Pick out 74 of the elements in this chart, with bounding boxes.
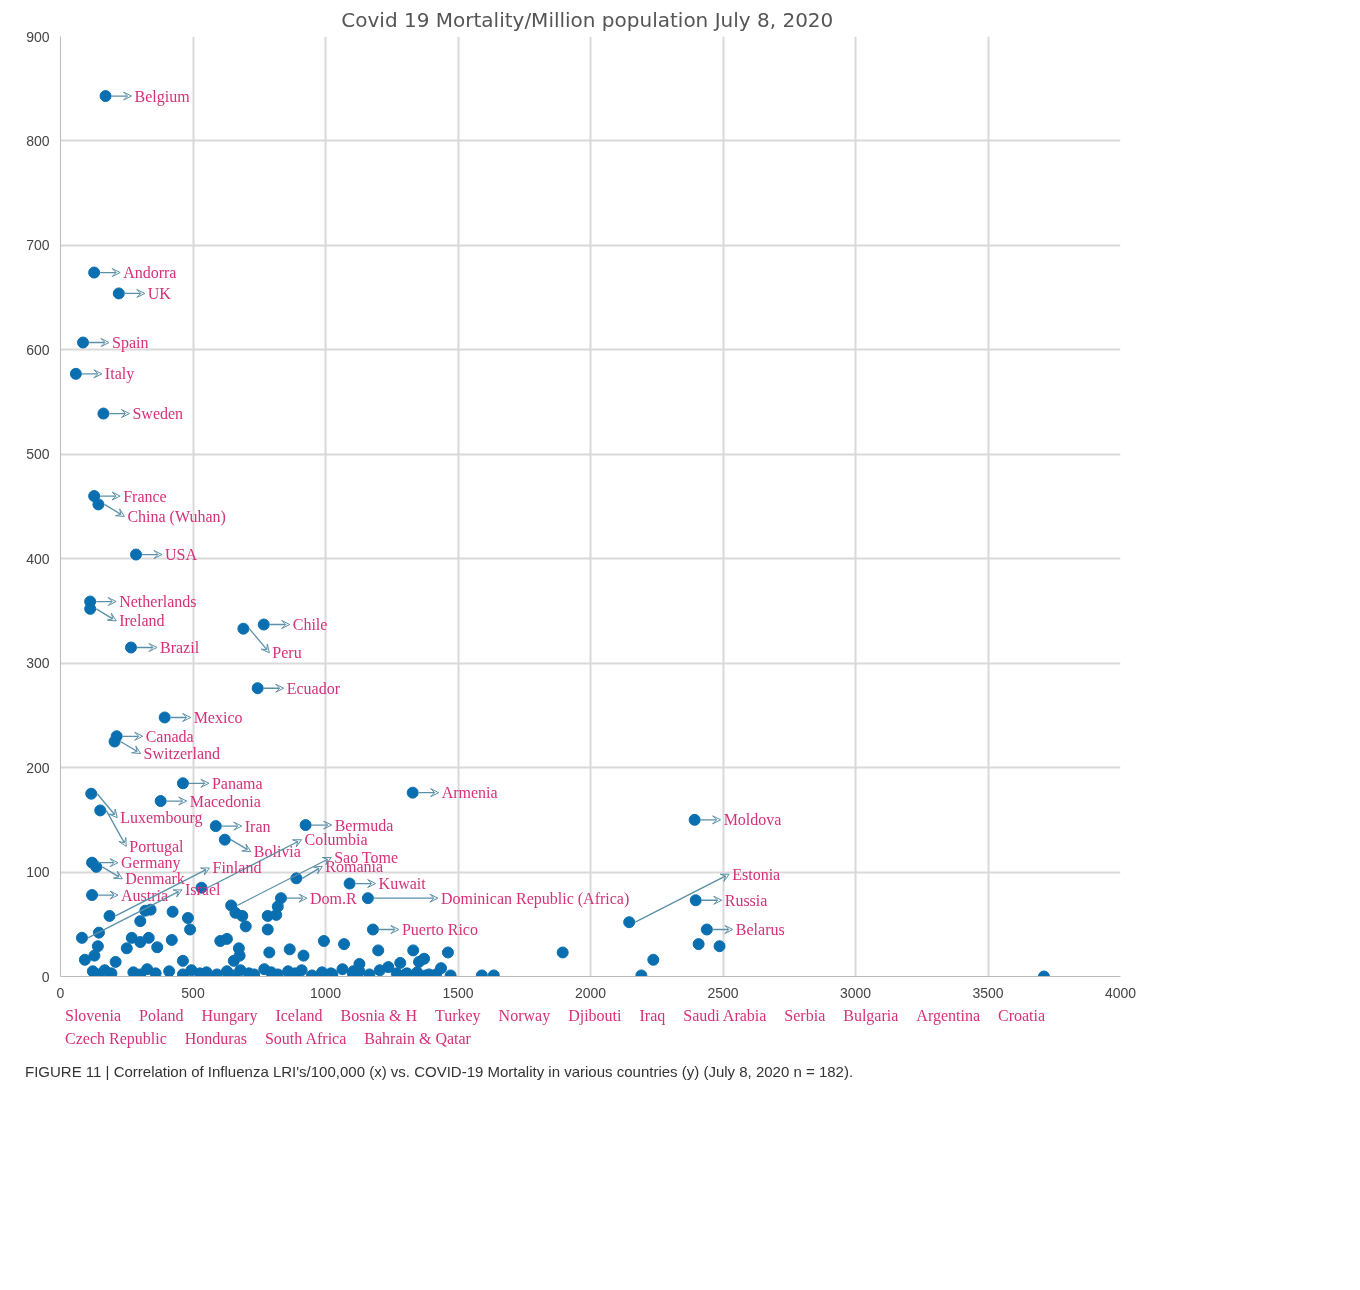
- annotation: UK: [147, 284, 172, 302]
- x-tick-label: 0: [56, 984, 65, 1001]
- annotation: Iran: [244, 817, 271, 835]
- annotation: Netherlands: [119, 593, 197, 611]
- text: Serbia: [784, 1006, 826, 1026]
- text: Djibouti: [568, 1006, 622, 1027]
- annotation: Canada: [145, 727, 194, 745]
- text: Bosnia & H: [340, 1006, 417, 1026]
- annotation: Portugal: [129, 837, 185, 856]
- y-tick-label: 800: [26, 132, 50, 149]
- annotation: Columbia: [304, 831, 368, 849]
- annotation: Switzerland: [143, 745, 220, 762]
- annotation: Belarus: [735, 921, 785, 938]
- x-tick-label: 500: [181, 984, 205, 1001]
- y-tick-label: 200: [26, 759, 50, 776]
- annotation: China (Wuhan): [127, 507, 226, 526]
- annotation: Andorra: [123, 264, 177, 282]
- text: Croatia: [998, 1006, 1046, 1026]
- annotation: Spain: [112, 334, 149, 353]
- annotation: Puerto Rico: [401, 921, 478, 938]
- annotation: Luxembourg: [120, 809, 203, 828]
- annotation: Chile: [292, 616, 328, 634]
- text: Iceland: [275, 1006, 323, 1026]
- annotation: Peru: [272, 644, 302, 662]
- annotation: Armenia: [441, 784, 498, 802]
- annotation: Estonia: [732, 865, 781, 883]
- text: Turkey: [434, 1006, 481, 1027]
- annotation: Italy: [104, 365, 135, 384]
- annotation: France: [123, 487, 167, 505]
- text: Iraq: [639, 1006, 666, 1027]
- y-tick-label: 0: [41, 968, 50, 985]
- annotation: Moldova: [723, 811, 782, 829]
- y-tick-label: 900: [26, 28, 50, 45]
- annotation: Israel: [184, 881, 222, 899]
- y-tick-label: 500: [26, 446, 50, 463]
- x-tick-label: 3500: [972, 984, 1004, 1001]
- text: Czech Republic: [65, 1028, 167, 1050]
- x-tick-label: 2000: [574, 984, 607, 1001]
- y-tick-label: 300: [26, 655, 50, 672]
- annotation: Panama: [211, 774, 263, 792]
- text: Saudi Arabia: [683, 1006, 767, 1026]
- annotation: Dom.R: [309, 889, 357, 907]
- text: Norway: [498, 1006, 551, 1027]
- text: Poland: [139, 1006, 184, 1026]
- y-tick-label: 100: [26, 864, 50, 881]
- annotation: Brazil: [159, 639, 200, 656]
- text: Hungary: [201, 1006, 258, 1027]
- annotation: Mexico: [193, 708, 243, 726]
- caption: FIGURE 11 | Correlation of Influenza LRI's/100,000 (x) vs. COVID-19 Mortality in various countries (y) (July 8, 2020 n = 182).: [24, 1061, 855, 1082]
- annotation: USA: [165, 546, 198, 564]
- annotation: Ireland: [119, 612, 165, 630]
- x-tick-label: 2500: [707, 984, 739, 1001]
- chart-title: Covid 19 Mortality/Million population July 8, 2020: [341, 7, 834, 32]
- annotation: Belgium: [134, 87, 191, 106]
- text: Honduras: [184, 1028, 247, 1049]
- annotation: Kuwait: [378, 875, 427, 893]
- text: Argentina: [916, 1006, 981, 1027]
- x-tick-label: 1000: [309, 984, 342, 1001]
- y-tick-label: 400: [26, 550, 50, 567]
- y-tick-label: 600: [26, 341, 50, 358]
- annotation: Sweden: [132, 405, 184, 423]
- text: South Africa: [264, 1028, 347, 1049]
- annotation: Ecuador: [286, 679, 341, 697]
- x-tick-label: 4000: [1104, 984, 1137, 1001]
- x-tick-label: 1500: [442, 984, 474, 1001]
- text: Slovenia: [65, 1006, 121, 1026]
- annotation: Russia: [724, 891, 768, 909]
- annotation: Bermuda: [334, 816, 394, 834]
- text: Bahrain & Qatar: [364, 1028, 471, 1049]
- y-tick-label: 700: [26, 237, 50, 254]
- text: Bulgaria: [843, 1006, 899, 1027]
- annotation: Dominican Republic (Africa): [440, 889, 630, 908]
- x-tick-label: 3000: [839, 984, 872, 1001]
- annotation: Macedonia: [189, 792, 261, 810]
